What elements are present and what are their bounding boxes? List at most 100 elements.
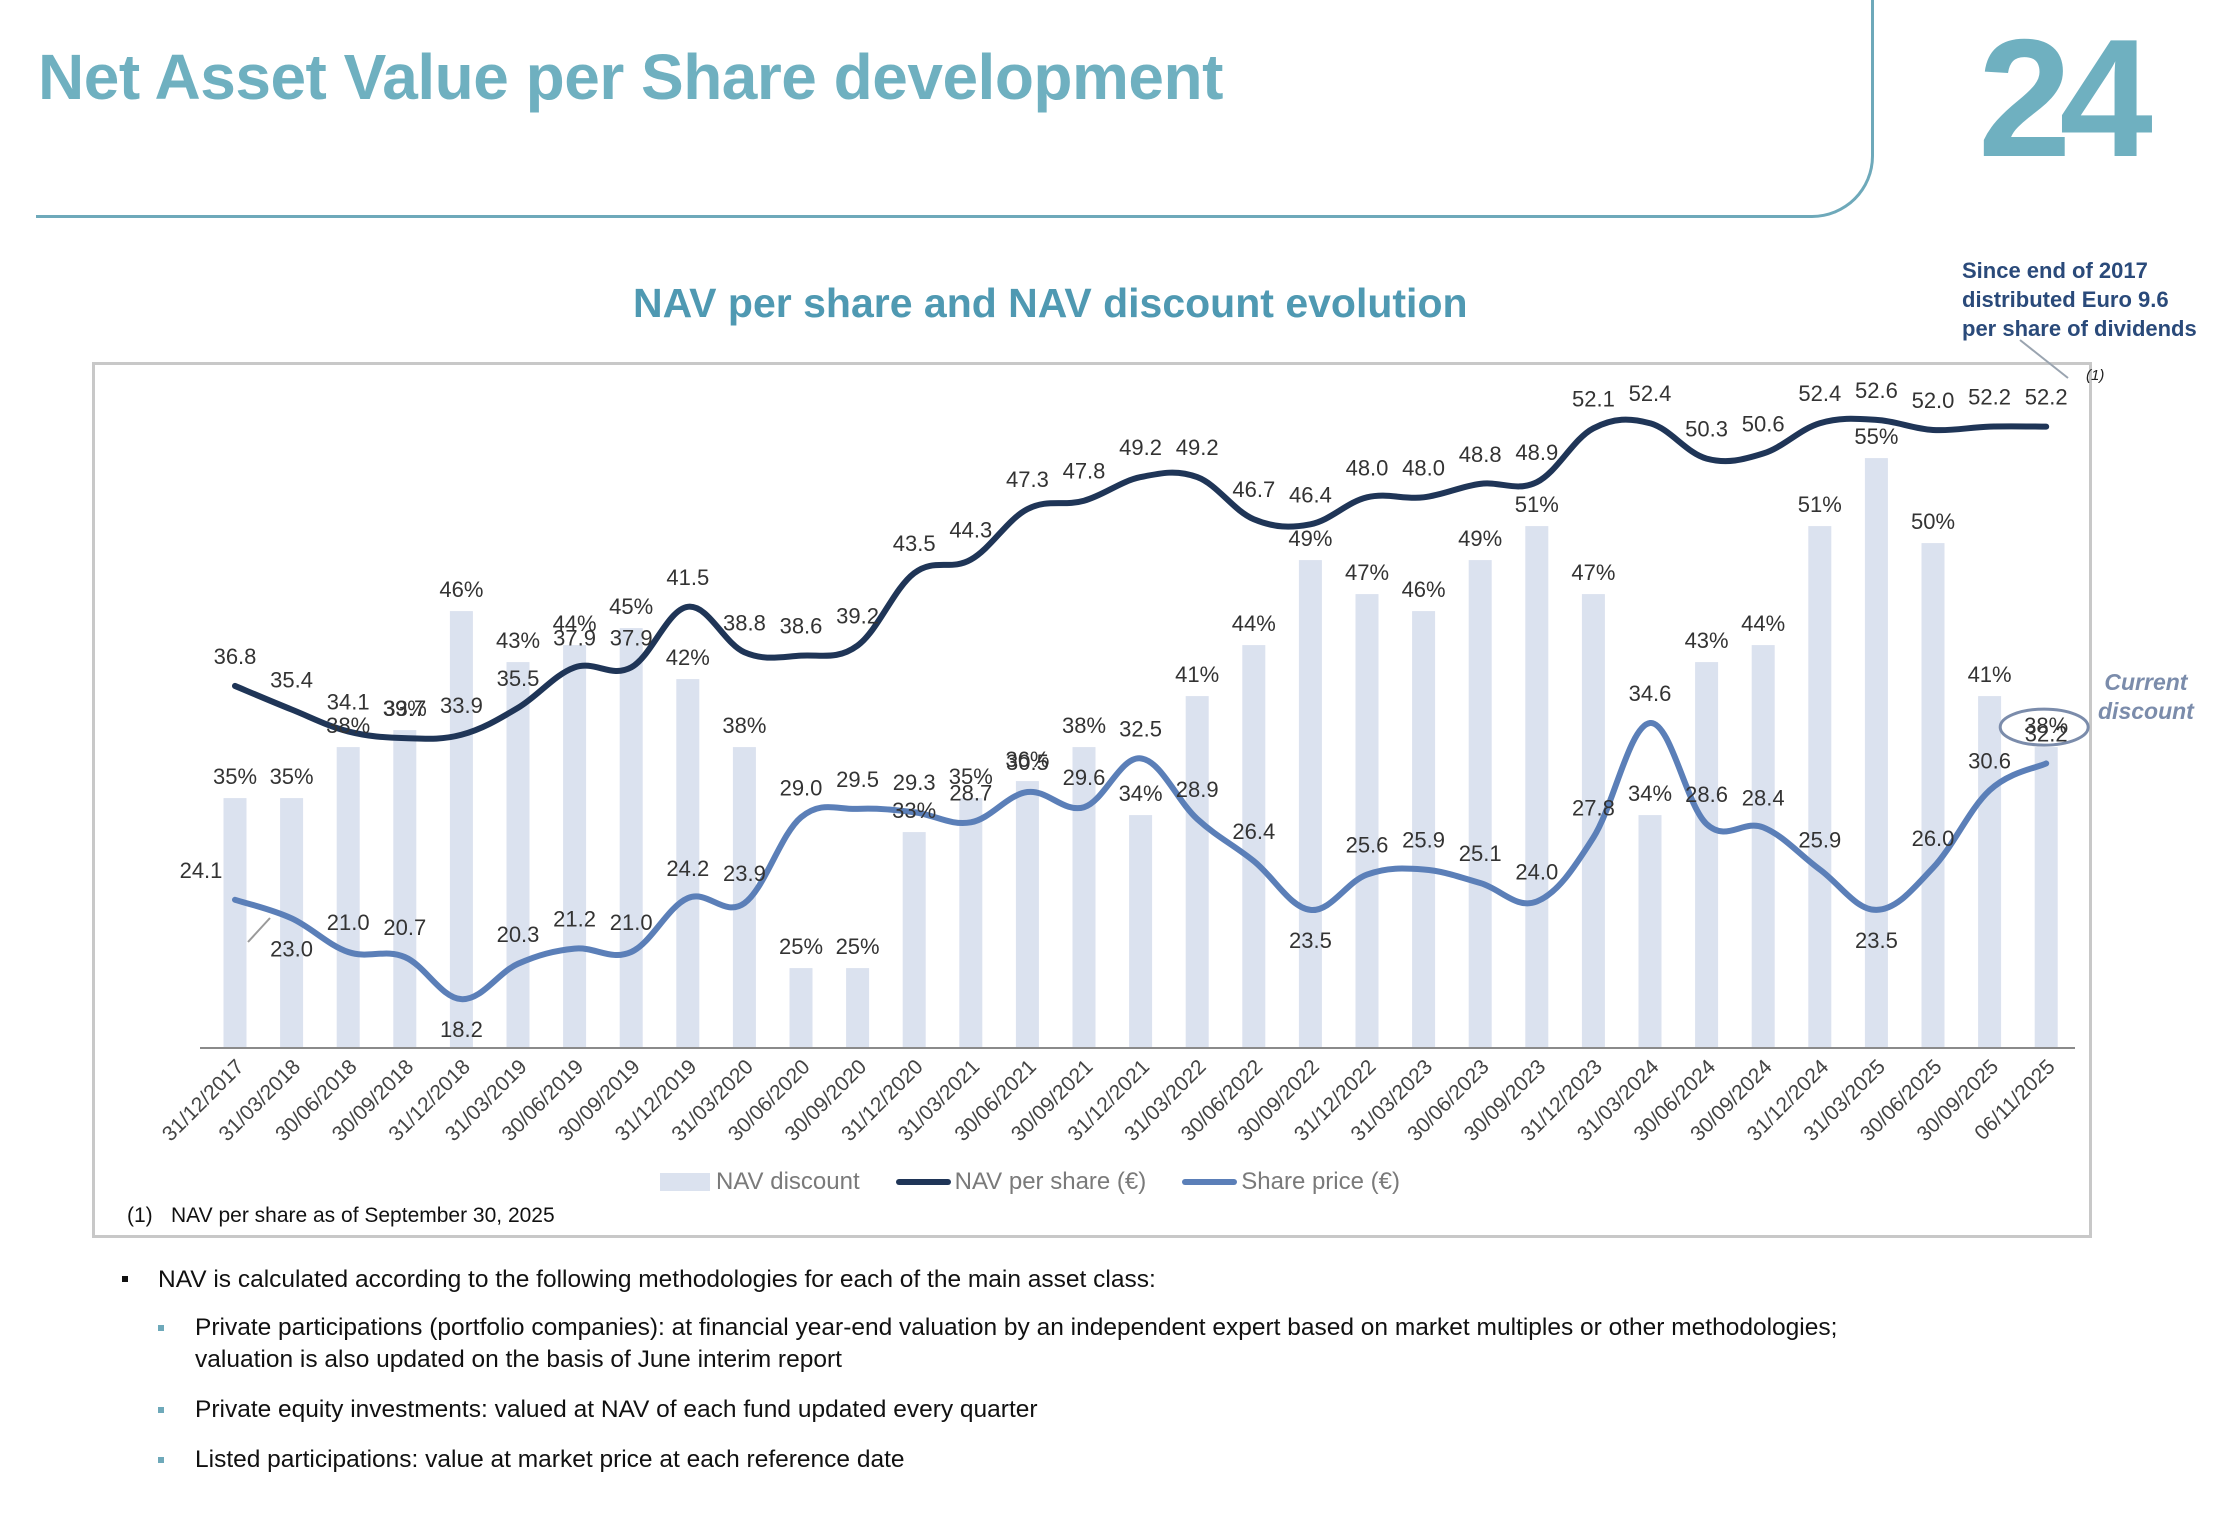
data-label-nav-per-share: 37.9 [553, 625, 596, 650]
bullet-marker [158, 1407, 164, 1413]
data-label-share-price: 25.9 [1798, 827, 1841, 852]
data-label-nav-discount: 38% [1062, 713, 1106, 738]
data-label-nav-discount: 51% [1515, 492, 1559, 517]
data-label-nav-per-share: 52.2 [1968, 385, 2011, 410]
data-label-share-price: 28.4 [1742, 785, 1785, 810]
bar-nav-discount [619, 628, 643, 1048]
bullet-text: Private equity investments: valued at NA… [195, 1396, 1038, 1423]
data-label-nav-discount: 35% [213, 764, 257, 789]
data-label-nav-discount: 34% [1628, 781, 1672, 806]
leader-line [247, 917, 271, 943]
bar-nav-discount [449, 611, 473, 1048]
data-label-nav-discount: 55% [1854, 424, 1898, 449]
data-label-share-price: 32.5 [1119, 716, 1162, 741]
data-label-share-price: 18.2 [440, 1017, 483, 1042]
data-label-share-price: 28.6 [1685, 782, 1728, 807]
x-tick-labels-group: 31/12/201731/03/201830/06/201830/09/2018… [158, 1055, 2060, 1146]
methodology-bullets: NAV is calculated according to the follo… [122, 1266, 1837, 1494]
bar-nav-discount [1242, 645, 1266, 1048]
data-label-nav-per-share: 52.2 [2025, 385, 2068, 410]
data-label-nav-per-share: 52.4 [1629, 381, 1672, 406]
data-label-share-price: 25.6 [1346, 833, 1389, 858]
data-label-nav-discount: 33% [892, 798, 936, 823]
bar-nav-discount [959, 798, 983, 1048]
data-label-nav-per-share: 33.7 [383, 696, 426, 721]
data-label-share-price: 30.6 [1968, 748, 2011, 773]
bullet-main: NAV is calculated according to the follo… [122, 1266, 1837, 1294]
data-label-nav-discount: 25% [779, 934, 823, 959]
bar-nav-discount [1298, 560, 1322, 1048]
bar-nav-discount [1638, 815, 1662, 1048]
data-label-share-price: 28.9 [1176, 777, 1219, 802]
data-label-nav-discount: 41% [1175, 662, 1219, 687]
data-label-nav-discount: 51% [1798, 492, 1842, 517]
chart-frame [92, 362, 2092, 1238]
legend-item-share-price: Share price (€) [1182, 1168, 1400, 1196]
data-label-nav-per-share: 34.1 [327, 689, 370, 714]
data-label-share-price: 26.0 [1912, 826, 1955, 851]
bar-nav-discount [1072, 747, 1096, 1048]
data-label-share-price: 23.9 [723, 861, 766, 886]
bar-nav-discount [223, 798, 247, 1048]
data-label-nav-per-share: 46.7 [1232, 477, 1275, 502]
line-nav-per-share [232, 415, 2050, 742]
data-label-share-price: 20.7 [383, 915, 426, 940]
page-title: Net Asset Value per Share development [38, 41, 1223, 113]
bar-nav-discount [1412, 611, 1436, 1048]
bullet-sub: Private participations (portfolio compan… [122, 1312, 1837, 1376]
legend-label: Share price (€) [1241, 1168, 1400, 1195]
bars-group [223, 458, 2058, 1049]
bullet-text: Listed participations: value at market p… [195, 1446, 905, 1473]
data-label-share-price: 30.5 [1006, 750, 1049, 775]
bar-nav-discount [1751, 645, 1775, 1048]
bar-nav-discount [393, 730, 417, 1048]
data-label-nav-discount: 47% [1345, 560, 1389, 585]
data-label-share-price: 25.9 [1402, 827, 1445, 852]
bar-nav-discount [732, 747, 756, 1048]
data-label-share-price: 24.0 [1515, 859, 1558, 884]
data-label-nav-per-share: 52.0 [1912, 388, 1955, 413]
data-label-nav-per-share: 36.8 [214, 644, 257, 669]
footnote: (1) NAV per share as of September 30, 202… [127, 1204, 555, 1228]
data-label-nav-discount: 45% [609, 594, 653, 619]
bar-nav-discount [789, 968, 813, 1048]
data-label-share-price: 26.4 [1232, 819, 1275, 844]
bar-nav-discount [280, 798, 304, 1048]
data-label-nav-discount: 49% [1458, 526, 1502, 551]
bar-nav-discount [1695, 662, 1719, 1048]
data-label-share-price: 23.5 [1289, 928, 1332, 953]
data-label-nav-discount: 35% [270, 764, 314, 789]
annotations-group: (1) [247, 339, 2104, 943]
bullet-text: NAV is calculated according to the follo… [158, 1266, 1156, 1293]
current-discount-line: discount [2098, 698, 2194, 724]
data-label-nav-per-share: 52.6 [1855, 378, 1898, 403]
data-label-nav-discount: 38% [2024, 713, 2068, 738]
data-label-nav-discount: 46% [1402, 577, 1446, 602]
data-label-share-price: 21.0 [327, 910, 370, 935]
data-label-nav-per-share: 48.0 [1346, 455, 1389, 480]
data-label-nav-per-share: 47.3 [1006, 467, 1049, 492]
data-label-nav-discount: 36% [1005, 747, 1049, 772]
data-label-nav-discount: 50% [1911, 509, 1955, 534]
chart-title: NAV per share and NAV discount evolution [633, 280, 1468, 326]
footnote-marker: (1) [127, 1204, 153, 1227]
data-label-nav-discount: 38% [722, 713, 766, 738]
data-label-nav-per-share: 48.9 [1515, 440, 1558, 465]
bar-nav-discount [1808, 526, 1832, 1048]
data-label-nav-per-share: 44.3 [949, 518, 992, 543]
bullet-marker [158, 1325, 164, 1331]
bar-nav-discount [1525, 526, 1549, 1048]
data-label-nav-discount: 41% [1968, 662, 2012, 687]
bullet-text: valuation is also updated on the basis o… [195, 1346, 842, 1373]
header-frame [36, 0, 1874, 218]
data-label-nav-discount: 49% [1288, 526, 1332, 551]
data-label-nav-per-share: 46.4 [1289, 482, 1332, 507]
data-label-share-price: 20.3 [497, 922, 540, 947]
data-label-share-price: 21.2 [553, 907, 596, 932]
bar-nav-discount [902, 832, 926, 1048]
data-label-share-price: 24.2 [666, 856, 709, 881]
data-label-nav-per-share: 49.2 [1119, 435, 1162, 460]
data-label-nav-discount: 39% [383, 696, 427, 721]
data-label-share-price: 25.1 [1459, 841, 1502, 866]
data-label-nav-discount: 44% [1232, 611, 1276, 636]
